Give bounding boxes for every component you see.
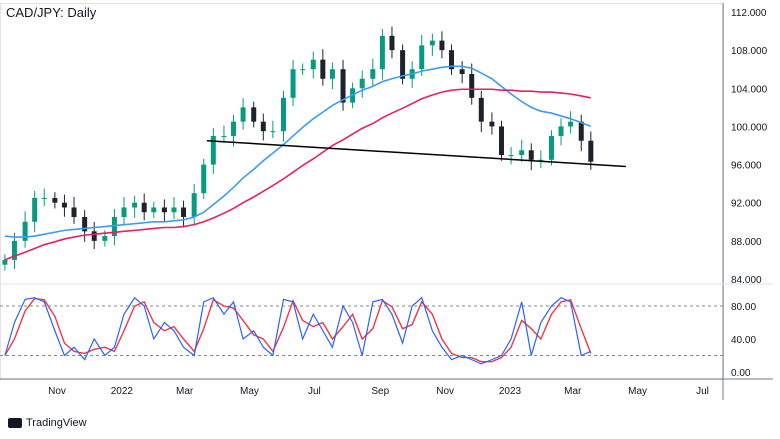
y-tick-label: 84.000	[731, 275, 762, 286]
y-tick-label: 104.000	[731, 84, 768, 95]
candle-body	[111, 217, 117, 237]
x-tick-label: 2022	[111, 386, 134, 397]
candle-body	[270, 131, 276, 133]
candle-body	[568, 121, 574, 127]
candle-body	[11, 240, 17, 260]
x-tick-label: Jul	[696, 386, 709, 397]
candle-body	[221, 135, 227, 137]
x-tick-label: Mar	[564, 386, 582, 397]
candle-body	[478, 97, 484, 122]
candle-body	[379, 35, 385, 70]
candle-body	[300, 69, 306, 71]
candle-body	[161, 207, 167, 213]
x-tick-label: Sep	[371, 386, 389, 397]
y-tick-label: 88.000	[731, 237, 762, 248]
stoch-y-tick-label: 80.00	[731, 302, 756, 313]
candle-body	[459, 69, 465, 74]
candle-body	[370, 69, 376, 79]
candle-body	[151, 207, 157, 213]
candle-body	[359, 78, 365, 89]
candle-body	[489, 121, 495, 127]
x-tick-label: 2023	[499, 386, 522, 397]
candle-body	[508, 155, 514, 157]
candle-body	[310, 59, 316, 70]
y-tick-label: 108.000	[731, 46, 768, 57]
candle-body	[449, 50, 455, 70]
candle-body	[171, 207, 177, 213]
candle-body	[340, 69, 346, 103]
x-tick-label: May	[240, 386, 259, 397]
y-tick-label: 92.000	[731, 199, 762, 210]
candle-body	[91, 231, 97, 241]
candle-body	[132, 202, 138, 208]
ma-fast-line	[4, 65, 592, 238]
x-tick-label: Nov	[48, 386, 66, 397]
candle-body	[400, 50, 406, 79]
candle-body	[538, 159, 544, 161]
candle-body	[32, 197, 38, 222]
tradingview-logo-icon	[8, 418, 22, 428]
stoch-d-line	[4, 297, 592, 363]
candle-body	[41, 197, 47, 199]
candle-body	[329, 69, 335, 79]
candle-body	[588, 140, 594, 162]
candle-body	[389, 35, 395, 51]
candle-body	[498, 126, 504, 156]
candle-body	[82, 217, 88, 232]
stoch-y-tick-label: 40.00	[731, 335, 756, 346]
candle-body	[281, 97, 286, 132]
candle-body	[210, 135, 216, 165]
candle-body	[141, 202, 147, 213]
candle-body	[419, 45, 425, 70]
candle-body	[191, 193, 197, 218]
candle-body	[439, 40, 445, 51]
candle-body	[102, 236, 108, 241]
candle-body	[558, 126, 564, 136]
y-tick-label: 96.000	[731, 161, 762, 172]
y-tick-label: 112.000	[731, 8, 767, 19]
candle-body	[320, 59, 326, 79]
candle-body	[240, 107, 246, 122]
candle-body	[231, 121, 237, 136]
branding-text: TradingView	[26, 417, 87, 429]
candle-body	[181, 207, 187, 218]
candle-body	[121, 207, 127, 218]
candle-body	[201, 164, 207, 194]
candle-body	[260, 121, 266, 132]
plot-frame	[0, 3, 724, 380]
x-tick-label: May	[628, 386, 647, 397]
candle-body	[429, 40, 435, 46]
candle-body	[251, 107, 257, 122]
stoch-y-tick-label: 0.00	[731, 368, 751, 379]
candle-body	[548, 135, 554, 160]
ma-slow-line	[4, 88, 591, 261]
candle-body	[61, 202, 67, 208]
candle-body	[52, 197, 58, 203]
candle-body	[22, 221, 28, 241]
x-tick-label: Mar	[176, 386, 194, 397]
stoch-k-line	[4, 296, 592, 365]
candle-body	[469, 73, 475, 98]
candle-body	[528, 150, 534, 160]
y-tick-label: 100.000	[731, 122, 768, 133]
x-tick-label: Nov	[436, 386, 454, 397]
chart-title: CAD/JPY: Daily	[6, 5, 97, 20]
candle-body	[2, 259, 8, 265]
trendline	[206, 139, 626, 168]
candle-body	[578, 121, 584, 141]
x-tick-label: Jul	[308, 386, 321, 397]
candle-body	[519, 150, 525, 156]
candle-body	[71, 207, 77, 218]
tradingview-logo[interactable]: TradingView	[8, 417, 87, 429]
candle-body	[290, 69, 296, 98]
